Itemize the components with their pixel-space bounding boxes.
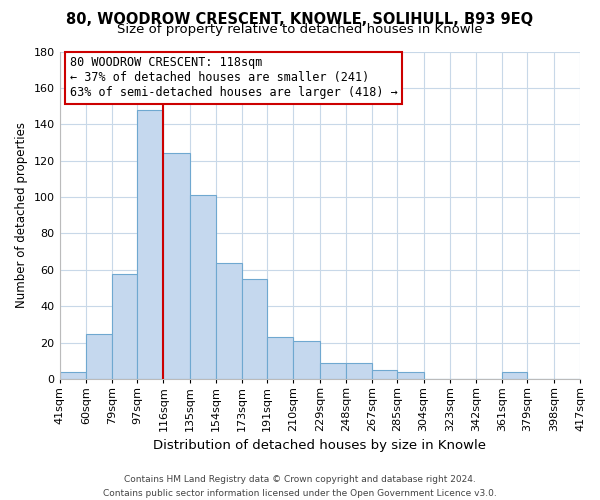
Bar (163, 154, 190, 379)
Bar (137, 110, 163, 379)
Bar (373, 370, 397, 379)
Text: 80, WOODROW CRESCENT, KNOWLE, SOLIHULL, B93 9EQ: 80, WOODROW CRESCENT, KNOWLE, SOLIHULL, … (67, 12, 533, 28)
Bar (293, 341, 320, 379)
Bar (190, 196, 216, 379)
Bar (267, 337, 293, 379)
Bar (216, 262, 242, 379)
Bar (502, 372, 527, 379)
X-axis label: Distribution of detached houses by size in Knowle: Distribution of detached houses by size … (153, 440, 486, 452)
Bar (112, 274, 137, 379)
Y-axis label: Number of detached properties: Number of detached properties (15, 122, 28, 308)
Bar (346, 362, 373, 379)
Bar (86, 334, 112, 379)
Text: Size of property relative to detached houses in Knowle: Size of property relative to detached ho… (117, 24, 483, 36)
Bar (397, 372, 424, 379)
Text: 80 WOODROW CRESCENT: 118sqm
← 37% of detached houses are smaller (241)
63% of se: 80 WOODROW CRESCENT: 118sqm ← 37% of det… (70, 56, 398, 100)
Bar (59, 372, 86, 379)
Bar (242, 279, 267, 379)
Bar (320, 362, 346, 379)
Text: Contains HM Land Registry data © Crown copyright and database right 2024.
Contai: Contains HM Land Registry data © Crown c… (103, 476, 497, 498)
